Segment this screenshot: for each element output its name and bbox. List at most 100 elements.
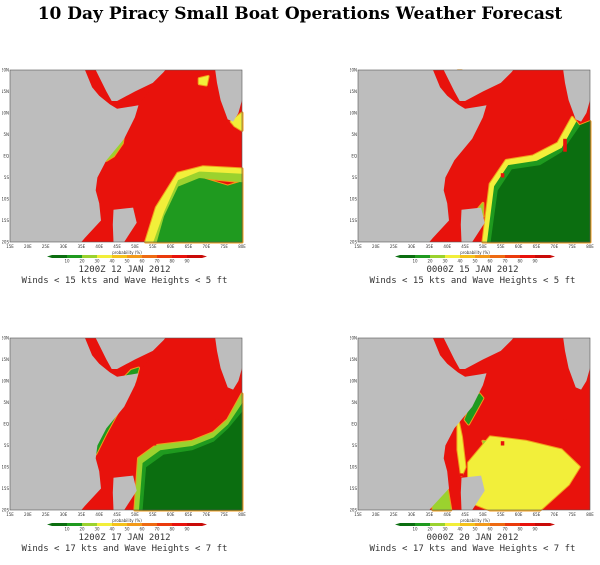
x-tick-label: 65E: [533, 244, 541, 249]
colorbar-segment: [445, 523, 461, 526]
colorbar-tick-label: 50: [472, 259, 478, 264]
x-tick-label: 50E: [479, 244, 487, 249]
colorbar-segment: [82, 255, 98, 258]
map-frame: [9, 69, 243, 243]
forecast-condition: Winds < 15 kts and Wave Heights < 5 ft: [369, 276, 576, 286]
africa-land: [358, 70, 487, 242]
colorbar-tick-label: 70: [502, 527, 508, 532]
colorbar-tick-label: 30: [94, 527, 100, 532]
y-tick-label: 10N: [350, 379, 357, 384]
forecast-time: 0000Z 20 JAN 2012: [426, 533, 519, 543]
colorbar-tick-label: 60: [139, 527, 145, 532]
y-tick-label: 20N: [350, 336, 357, 341]
colorbar-segment: [187, 523, 203, 526]
forecast-panel: 15E 20E 25E 30E 35E 40E 45E 50E 55E 60E 65E 70E 75E 8…: [350, 332, 595, 555]
y-tick-label: 20N: [2, 68, 9, 73]
colorbar-tick-label: 70: [502, 259, 508, 264]
colorbar-tick-label: 10: [64, 527, 70, 532]
colorbar-segment: [535, 255, 551, 258]
colorbar-segment: [112, 523, 128, 526]
colorbar-tick-label: 60: [487, 259, 493, 264]
forecast-condition: Winds < 15 kts and Wave Heights < 5 ft: [21, 276, 228, 286]
forecast-time: 0000Z 15 JAN 2012: [426, 265, 519, 275]
madagascar-land: [460, 207, 485, 242]
y-tick-label: 5S: [4, 443, 10, 448]
x-tick-label: 50E: [479, 512, 487, 517]
colorbar-segment: [127, 523, 143, 526]
x-tick-label: 45E: [461, 244, 469, 249]
colorbar: probability (%) 10 20 30 40 50 60 70 80 90: [47, 250, 207, 264]
y-tick-label: 15N: [2, 357, 9, 362]
island: [111, 473, 116, 477]
x-tick-label: 70E: [202, 512, 210, 517]
x-tick-label: 30E: [60, 512, 68, 517]
colorbar-tick-label: 20: [427, 527, 433, 532]
colorbar-min-arrow: [47, 255, 52, 258]
colorbar-segment: [505, 255, 521, 258]
x-tick-label: 45E: [113, 512, 121, 517]
colorbar-segment: [127, 255, 143, 258]
forecast-panel: 15E 20E 25E 30E 35E 40E 45E 50E 55E 60E 65E 70E 75E 8…: [2, 64, 247, 287]
y-tick-label: 5N: [351, 132, 357, 137]
x-tick-label: 60E: [167, 512, 175, 517]
forecast-panel: 15E 20E 25E 30E 35E 40E 45E 50E 55E 60E 65E 70E 75E 8…: [350, 64, 595, 287]
colorbar: probability (%) 10 20 30 40 50 60 70 80 90: [395, 250, 555, 264]
island: [459, 205, 464, 209]
colorbar-tick-label: 40: [109, 527, 115, 532]
colorbar-segment: [460, 255, 476, 258]
x-tick-label: 80E: [238, 244, 246, 249]
y-tick-label: 20S: [350, 240, 357, 245]
x-tick-label: 30E: [408, 244, 416, 249]
colorbar-segment: [460, 523, 476, 526]
colorbar-tick-label: 20: [79, 527, 85, 532]
x-tick-label: 35E: [426, 244, 434, 249]
arabia-land: [92, 70, 166, 101]
island: [563, 406, 567, 420]
x-tick-label: 25E: [42, 512, 50, 517]
x-tick-label: 75E: [568, 244, 576, 249]
y-tick-label: 10N: [2, 379, 9, 384]
colorbar-max-arrow: [550, 523, 555, 526]
x-tick-label: 15E: [6, 244, 14, 249]
island: [152, 441, 157, 446]
colorbar-tick-label: 10: [64, 259, 70, 264]
y-tick-label: EQ: [351, 422, 357, 427]
colorbar-segment: [445, 255, 461, 258]
x-tick-label: 75E: [220, 244, 228, 249]
colorbar-segment: [520, 255, 536, 258]
colorbar-tick-label: 60: [487, 527, 493, 532]
y-tick-label: 10S: [2, 465, 9, 470]
x-tick-label: 65E: [533, 512, 541, 517]
x-tick-label: 15E: [354, 244, 362, 249]
colorbar: probability (%) 10 20 30 40 50 60 70 80 90: [395, 518, 555, 532]
x-tick-label: 20E: [372, 244, 380, 249]
colorbar-segment: [187, 255, 203, 258]
colorbar-segment: [172, 255, 188, 258]
y-tick-label: EQ: [3, 154, 9, 159]
colorbar-tick-label: 80: [169, 259, 175, 264]
y-tick-label: 20S: [350, 508, 357, 513]
colorbar-segment: [82, 523, 98, 526]
y-tick-label: 20N: [2, 336, 9, 341]
map-frame: [9, 337, 243, 511]
y-tick-label: 5S: [352, 175, 358, 180]
colorbar-max-arrow: [550, 255, 555, 258]
x-tick-label: 65E: [185, 244, 193, 249]
y-tick-label: 15S: [350, 486, 357, 491]
y-tick-label: 20S: [2, 240, 9, 245]
colorbar-segment: [475, 255, 491, 258]
colorbar-segment: [400, 523, 416, 526]
x-tick-label: 35E: [426, 512, 434, 517]
island: [459, 473, 464, 477]
contour-shape: [457, 419, 466, 477]
colorbar-max-arrow: [202, 255, 207, 258]
x-tick-label: 70E: [550, 512, 558, 517]
y-tick-label: 10S: [2, 197, 9, 202]
colorbar-tick-label: 40: [457, 259, 463, 264]
x-tick-label: 75E: [568, 512, 576, 517]
colorbar-tick-label: 80: [517, 259, 523, 264]
colorbar-tick-label: 40: [457, 527, 463, 532]
page-title: 10 Day Piracy Small Boat Operations Weat…: [37, 4, 563, 24]
x-tick-label: 80E: [586, 512, 594, 517]
india-land: [554, 338, 590, 390]
